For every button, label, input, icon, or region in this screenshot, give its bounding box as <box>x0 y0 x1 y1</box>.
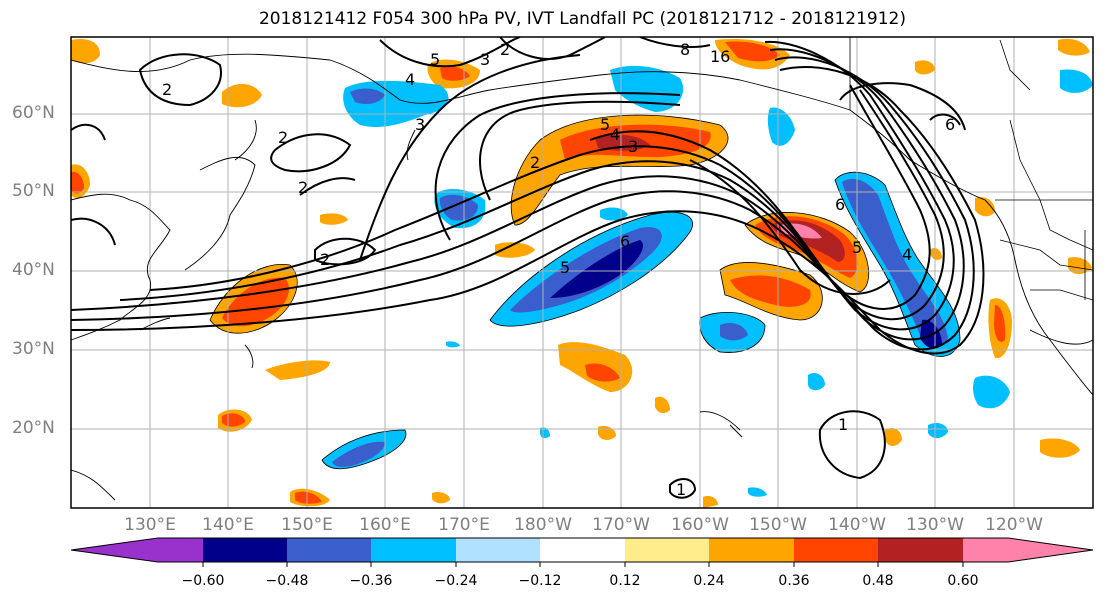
lon-label: 170°E <box>438 515 490 535</box>
lat-label-40n: 40°N <box>12 260 55 280</box>
colorbar-segment <box>540 538 625 562</box>
contour-label: 4 <box>405 70 415 89</box>
contour-label: 6 <box>945 115 955 134</box>
map-title: 2018121412 F054 300 hPa PV, IVT Landfall… <box>258 9 906 29</box>
colorbar-tick-label: 0.36 <box>778 573 810 589</box>
colorbar-tick-label: −0.12 <box>518 573 562 589</box>
contour-labels: 2 2 2 2 2 3 5 4 3 5 4 3 2 6 5 8 16 6 5 4… <box>162 40 955 499</box>
positive-anomaly-shading <box>71 38 1092 508</box>
contour-label: 6 <box>620 232 630 251</box>
colorbar-tick-label: −0.48 <box>265 573 309 589</box>
colorbar-tick-label: −0.60 <box>181 573 225 589</box>
anomaly-outlines <box>209 114 961 470</box>
lon-label: 150°W <box>749 515 807 535</box>
contour-label: 1 <box>676 480 686 499</box>
colorbar-segment <box>963 538 1008 562</box>
colorbar-segment <box>709 538 794 562</box>
colorbar-segment <box>71 538 158 562</box>
contour-label: 4 <box>902 245 912 264</box>
lon-label: 140°W <box>828 515 886 535</box>
colorbar-tick-label: 0.12 <box>609 573 641 589</box>
colorbar-segment <box>625 538 709 562</box>
colorbar-segment <box>1008 538 1093 562</box>
contour-label: 8 <box>680 40 690 59</box>
lon-label: 130°W <box>906 515 964 535</box>
lat-label-50n: 50°N <box>12 181 55 201</box>
colorbar-segment <box>794 538 878 562</box>
colorbar-tick-label: −0.36 <box>349 573 393 589</box>
colorbar-tick-label: 0.24 <box>693 573 725 589</box>
colorbar-segment <box>287 538 371 562</box>
lon-label: 130°E <box>124 515 176 535</box>
contour-label: 2 <box>530 153 540 172</box>
contour-label: 2 <box>320 250 330 269</box>
contour-label: 16 <box>710 47 730 66</box>
lon-label: 170°W <box>592 515 650 535</box>
negative-anomaly-shading <box>322 65 1093 497</box>
colorbar-segment <box>456 538 540 562</box>
lon-label: 160°E <box>359 515 411 535</box>
contour-label: 2 <box>278 128 288 147</box>
contour-label: 2 <box>298 178 308 197</box>
colorbar-tick-label: 0.60 <box>947 573 979 589</box>
contour-label: 5 <box>852 238 862 257</box>
colorbar-segment <box>158 538 203 562</box>
lon-label: 140°E <box>202 515 254 535</box>
colorbar-segment <box>371 538 456 562</box>
colorbar-tick-label: 0.48 <box>862 573 894 589</box>
lon-label: 120°W <box>985 515 1043 535</box>
lon-label: 160°W <box>671 515 729 535</box>
pv-contours <box>71 37 985 499</box>
contour-label: 5 <box>560 258 570 277</box>
colorbar-tick-label: −0.24 <box>434 573 478 589</box>
contour-label: 5 <box>600 115 610 134</box>
contour-label: 2 <box>162 80 172 99</box>
colorbar-segment <box>878 538 963 562</box>
lat-label-20n: 20°N <box>12 418 55 438</box>
colorbar <box>70 537 1094 567</box>
contour-label: 5 <box>430 50 440 69</box>
contour-label: 1 <box>838 415 848 434</box>
contour-label: 6 <box>835 195 845 214</box>
lat-label-30n: 30°N <box>12 339 55 359</box>
contour-label: 2 <box>500 40 510 59</box>
contour-label: 3 <box>480 50 490 69</box>
contour-label: 3 <box>415 115 425 134</box>
coastlines <box>71 53 1093 501</box>
colorbar-segment <box>203 538 287 562</box>
lon-label: 180°W <box>514 515 572 535</box>
lon-label: 150°E <box>281 515 333 535</box>
political-borders <box>849 37 1093 301</box>
contour-label: 3 <box>628 137 638 156</box>
lat-label-60n: 60°N <box>12 103 55 123</box>
map-frame <box>70 36 1094 509</box>
contour-label: 4 <box>610 125 620 144</box>
